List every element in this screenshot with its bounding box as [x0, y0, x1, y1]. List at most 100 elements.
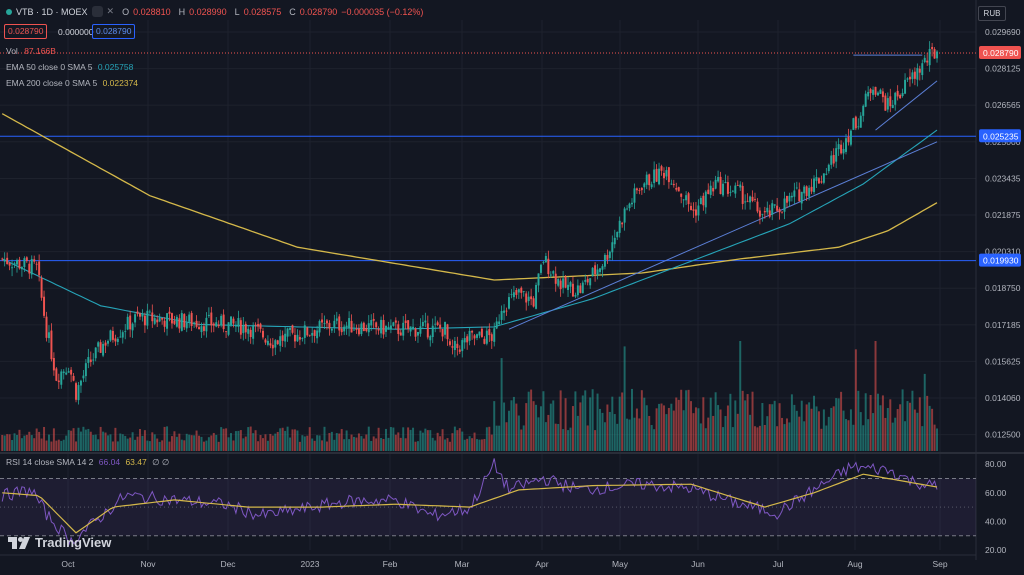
candle-body [751, 196, 754, 201]
time-tick-label: Aug [847, 559, 862, 569]
volume-bar [699, 423, 702, 451]
volume-bar [89, 431, 92, 451]
candle-body [389, 325, 392, 330]
candle-body [205, 317, 208, 332]
volume-bar [835, 398, 838, 451]
legend-ema50[interactable]: EMA 50 close 0 SMA 5 0.025758 [6, 62, 134, 72]
volume-bar [537, 417, 540, 451]
volume-bar [367, 426, 370, 451]
change-value: −0.000035 (−0.12%) [341, 6, 424, 17]
candle-body [505, 310, 508, 312]
candle-body [126, 316, 129, 330]
volume-bar [520, 429, 523, 451]
candle-body [527, 296, 530, 302]
candle-body [50, 330, 53, 360]
candle-body [790, 195, 793, 198]
rsi-tick-label: 40.00 [985, 516, 1007, 526]
sell-price-box[interactable]: 0.028790 [4, 24, 48, 39]
volume-bar [124, 435, 127, 451]
volume-bar [259, 435, 262, 451]
volume-bar [372, 436, 375, 451]
legend-rsi[interactable]: RSI 14 close SMA 14 2 66.04 63.47 ∅ ∅ [6, 457, 170, 467]
volume-bar [109, 434, 112, 451]
rsi-tick-label: 80.00 [985, 459, 1007, 469]
candle-body [601, 266, 604, 270]
candle-body [104, 342, 107, 346]
legend-ema200[interactable]: EMA 200 close 0 SMA 5 0.022374 [6, 78, 139, 88]
volume-bar [658, 403, 661, 451]
volume-bar [800, 400, 803, 451]
currency-selector[interactable]: RUB [978, 6, 1006, 21]
volume-bar [542, 391, 545, 451]
volume-bar [121, 434, 124, 451]
volume-bar [832, 406, 835, 451]
volume-bar [653, 429, 656, 451]
candle-body [702, 195, 705, 206]
candle-body [877, 92, 879, 96]
candle-body [643, 183, 646, 188]
volume-bar [628, 419, 631, 451]
candle-body [931, 46, 934, 50]
candle-body [653, 169, 656, 184]
candle-body [23, 258, 26, 268]
volume-bar [933, 424, 936, 451]
close-icon[interactable]: ✕ [106, 6, 115, 16]
candle-body [148, 311, 151, 313]
volume-bar [141, 435, 144, 451]
candle-body [724, 181, 727, 184]
candle-body [434, 323, 437, 325]
legend-vol[interactable]: Vol 87.166B [6, 46, 56, 56]
volume-bar [712, 415, 715, 451]
volume-bar [399, 437, 402, 451]
volume-bar [227, 437, 230, 451]
brand-name: TradingView [35, 535, 112, 550]
candle-body [623, 208, 626, 223]
settings-icon[interactable] [91, 6, 103, 17]
volume-bar [414, 441, 417, 451]
volume-bar [242, 438, 245, 451]
trendline [875, 80, 938, 131]
volume-bar [724, 416, 727, 451]
volume-bar [252, 433, 255, 451]
buy-price-box[interactable]: 0.028790 [92, 24, 136, 39]
candle-body [662, 172, 665, 179]
tradingview-logo: TradingView [8, 535, 111, 550]
volume-bar [677, 399, 680, 451]
candle-body [707, 189, 710, 195]
volume-bar [448, 441, 451, 451]
volume-bar [43, 426, 46, 451]
volume-bar [38, 431, 41, 451]
level-tag [979, 129, 1021, 143]
volume-bar [901, 389, 904, 451]
candle-body [321, 319, 324, 323]
volume-bar [421, 432, 424, 451]
candle-body [564, 276, 567, 288]
candle-body [635, 188, 638, 191]
volume-bar [262, 438, 264, 451]
time-tick-label: Oct [61, 559, 75, 569]
symbol-title[interactable]: VTB · 1D · MOEX [16, 6, 88, 17]
rsi-ma-line [2, 473, 938, 534]
volume-bar [793, 404, 796, 451]
volume-bar [904, 421, 907, 451]
volume-bar [709, 397, 712, 451]
volume-bar [525, 403, 528, 451]
candle-body [650, 184, 653, 188]
volume-bar [685, 390, 688, 451]
candle-body [301, 338, 304, 340]
candle-body [817, 178, 820, 184]
volume-bar [119, 433, 122, 451]
volume-bar [212, 432, 215, 451]
candle-body [933, 49, 936, 59]
volume-bar [884, 417, 887, 451]
volume-bar [234, 431, 237, 451]
volume-bar [23, 435, 26, 451]
candle-body [188, 314, 191, 322]
volume-bar [274, 433, 277, 451]
candle-body [899, 94, 902, 99]
candle-body [685, 195, 688, 201]
volume-bar [158, 441, 161, 451]
volume-bar [416, 441, 419, 451]
volume-bar [510, 400, 513, 451]
